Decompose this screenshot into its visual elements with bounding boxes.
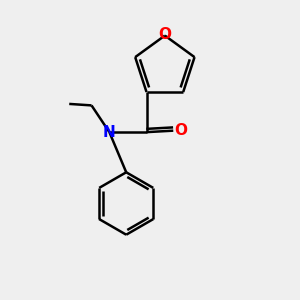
Text: O: O <box>174 123 187 138</box>
Text: N: N <box>103 125 116 140</box>
Text: O: O <box>158 27 171 42</box>
